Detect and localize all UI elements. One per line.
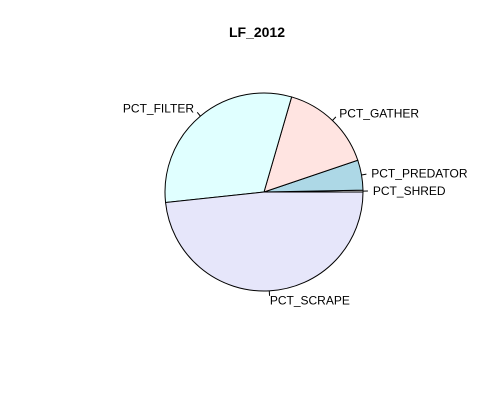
slice-label-pct-predator: PCT_PREDATOR [371, 166, 468, 180]
pie-slices [164, 92, 364, 292]
pie-slice-pct-scrape [165, 191, 364, 292]
slice-label-pct-shred: PCT_SHRED [373, 184, 446, 198]
chart-title: LF_2012 [229, 24, 285, 40]
leader-line [332, 116, 337, 121]
leader-line [196, 112, 201, 117]
slice-label-pct-filter: PCT_FILTER [123, 102, 194, 116]
slice-label-pct-gather: PCT_GATHER [339, 106, 419, 120]
pie-labels: PCT_SHRED PCT_PREDATOR PCT_GATHER PCT_FILTE… [123, 102, 468, 308]
leader-line [361, 173, 367, 176]
slice-label-pct-scrape: PCT_SCRAPE [270, 294, 350, 308]
